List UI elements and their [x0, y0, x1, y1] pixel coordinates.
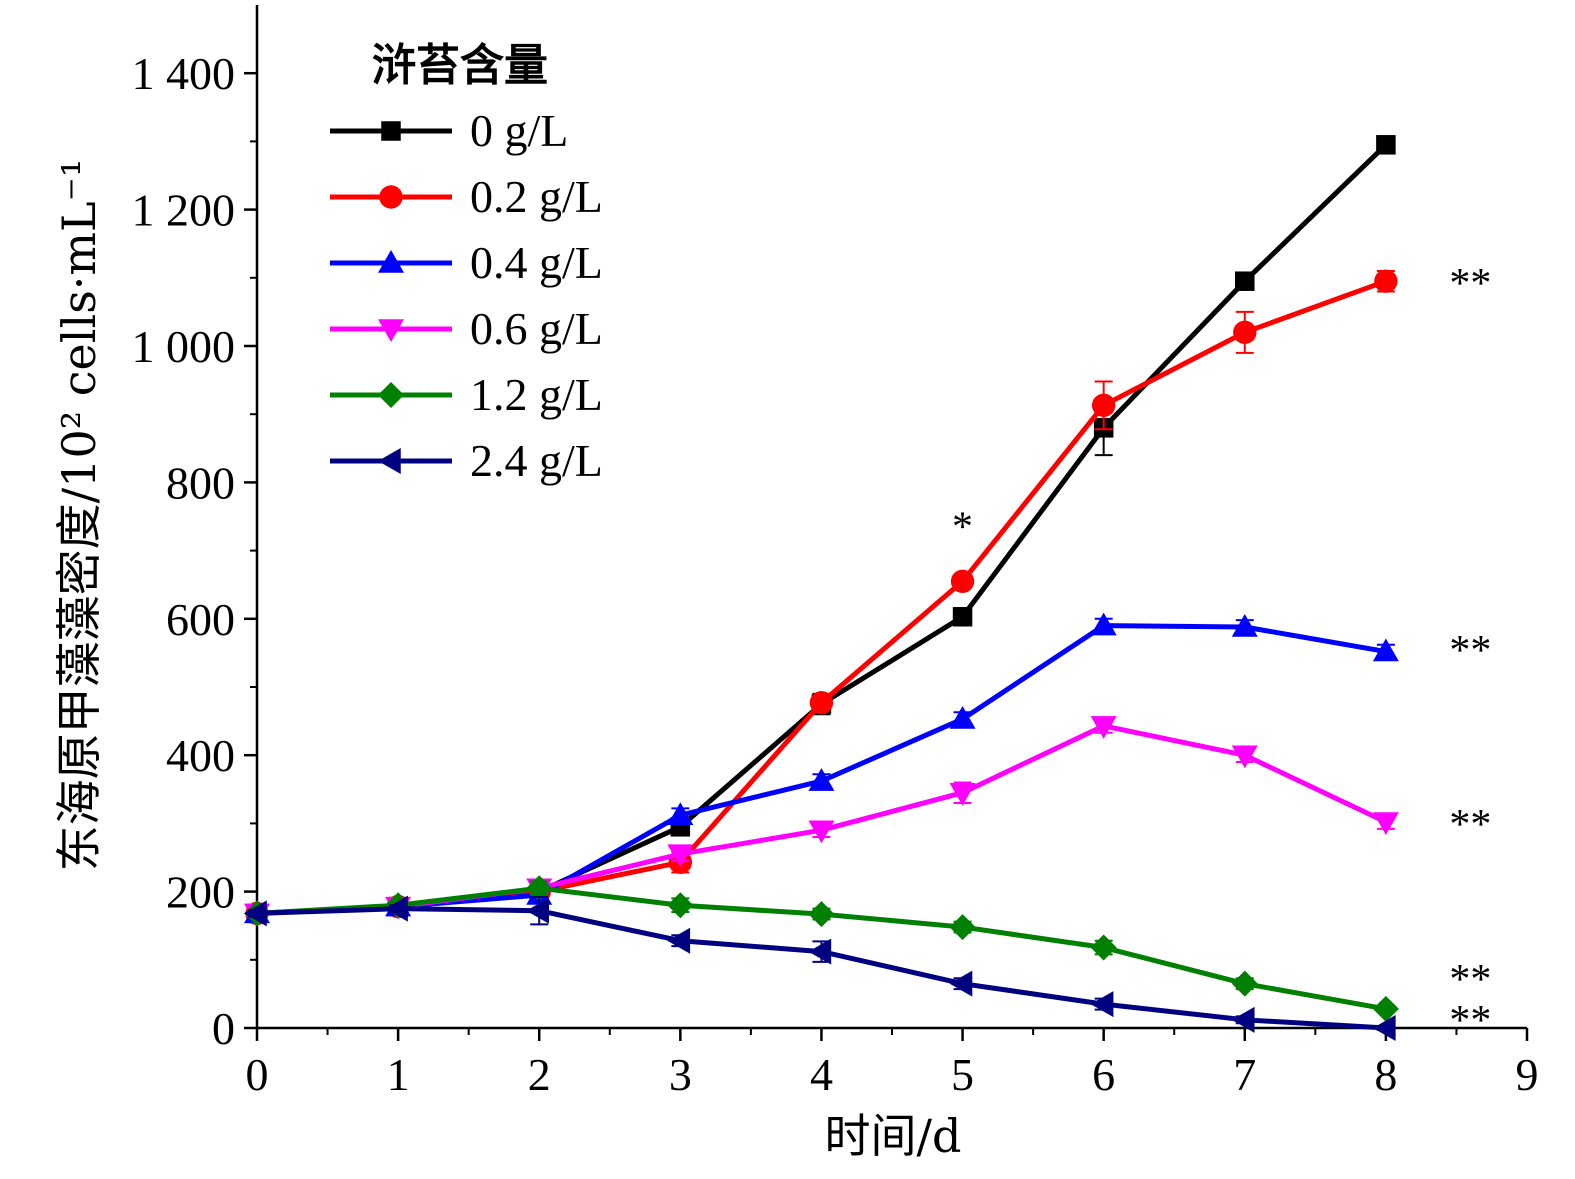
- legend-entry: 0.2 g/L: [330, 171, 603, 222]
- data-point: [1090, 991, 1114, 1018]
- x-tick-label: 3: [669, 1049, 692, 1100]
- significance-mark: **: [1449, 261, 1491, 307]
- data-point: [526, 897, 549, 924]
- data-point: [949, 970, 973, 997]
- data-point: [1372, 1015, 1396, 1041]
- x-tick-label: 8: [1374, 1049, 1397, 1100]
- data-point: [244, 900, 267, 927]
- data-point: [808, 938, 832, 965]
- legend-entry: 0.6 g/L: [330, 303, 603, 354]
- y-tick-label: 400: [166, 730, 235, 781]
- legend-entry: 1.2 g/L: [330, 369, 603, 420]
- legend-title: 浒苔含量: [372, 40, 548, 91]
- x-tick-label: 1: [387, 1049, 410, 1100]
- series-line: [256, 723, 1387, 916]
- significance-mark: **: [1449, 628, 1491, 674]
- data-point: [949, 914, 976, 941]
- x-tick-label: 4: [810, 1049, 833, 1100]
- data-point: [808, 901, 835, 928]
- data-point: [808, 768, 835, 791]
- data-point: [808, 820, 835, 844]
- significance-mark: *: [952, 505, 973, 551]
- series-2-4-g-L: [244, 895, 1396, 1041]
- significance-mark: **: [1449, 957, 1491, 1003]
- x-tick-label: 5: [951, 1049, 974, 1100]
- y-tick-label: 800: [166, 457, 235, 508]
- data-point: [1372, 812, 1399, 836]
- data-point: [667, 892, 694, 919]
- data-point: [1233, 320, 1257, 345]
- data-point: [385, 895, 408, 922]
- series-0-4-g-L: [244, 612, 1399, 924]
- legend-marker: [379, 185, 403, 209]
- x-tick-label: 2: [528, 1049, 551, 1100]
- data-point: [809, 690, 834, 715]
- y-tick-label: 600: [166, 594, 235, 645]
- series-line: [256, 278, 1387, 916]
- data-point: [1231, 613, 1258, 637]
- data-point: [1235, 271, 1255, 291]
- x-tick-label: 7: [1233, 1049, 1256, 1100]
- significance-annotations: ***********: [952, 261, 1491, 1044]
- data-point: [667, 927, 691, 954]
- y-tick-label: 1 000: [132, 321, 236, 372]
- legend-label: 0.2 g/L: [470, 171, 603, 222]
- legend-entry: 2.4 g/L: [330, 435, 603, 486]
- data-point: [667, 802, 694, 825]
- legend-label: 1.2 g/L: [470, 369, 603, 420]
- data-point: [1372, 638, 1399, 662]
- legend: 浒苔含量 0 g/L 0.2 g/L 0.4 g/L 0.6 g/L 1.2 g/L 2.…: [330, 40, 603, 486]
- significance-mark: **: [1449, 998, 1491, 1044]
- legend-marker: [378, 448, 401, 474]
- legend-label: 0.6 g/L: [470, 303, 603, 354]
- series-0-6-g-L: [244, 716, 1399, 927]
- legend-marker: [378, 250, 404, 273]
- axes: 0 1 2 3 4 5 6 7 8 9 0 200 400 600 800 1 000 1 200 1 400: [132, 5, 1539, 1100]
- y-axis-label: 东海原甲藻藻密度/10² cells·mL⁻¹: [52, 159, 106, 872]
- x-axis-label: 时间/d: [825, 1109, 962, 1163]
- data-point: [1372, 995, 1399, 1022]
- legend-entry: 0.4 g/L: [330, 237, 603, 288]
- data-point: [1231, 970, 1258, 997]
- data-point: [1231, 1006, 1255, 1033]
- y-tick-label: 200: [166, 867, 235, 918]
- y-tick-label: 1 400: [132, 48, 236, 99]
- data-point: [1376, 135, 1396, 155]
- significance-mark: **: [1449, 802, 1491, 848]
- x-tick-label: 0: [246, 1049, 269, 1100]
- legend-entry: 0 g/L: [330, 105, 568, 156]
- legend-label: 0.4 g/L: [470, 237, 603, 288]
- data-point: [1090, 612, 1117, 636]
- series-line: [256, 143, 1388, 916]
- data-point: [1231, 745, 1258, 769]
- data-point: [1090, 934, 1117, 961]
- data-point: [1374, 269, 1398, 293]
- legend-label: 2.4 g/L: [470, 435, 603, 486]
- data-point: [1091, 393, 1116, 418]
- data-point: [667, 844, 694, 868]
- series-0-g-L: [247, 135, 1396, 924]
- data-point: [950, 569, 975, 593]
- data-point: [949, 782, 976, 806]
- legend-marker: [378, 319, 404, 342]
- series-group: [244, 135, 1399, 1041]
- x-tick-label: 6: [1092, 1049, 1115, 1100]
- y-tick-label: 0: [212, 1003, 235, 1054]
- data-point: [952, 607, 973, 627]
- legend-marker: [381, 121, 401, 141]
- x-tick-label: 9: [1516, 1049, 1539, 1100]
- data-point: [1090, 716, 1117, 739]
- y-tick-label: 1 200: [132, 185, 236, 236]
- data-point: [526, 875, 553, 902]
- legend-marker: [378, 382, 404, 408]
- data-point: [949, 706, 976, 729]
- legend-label: 0 g/L: [470, 105, 568, 156]
